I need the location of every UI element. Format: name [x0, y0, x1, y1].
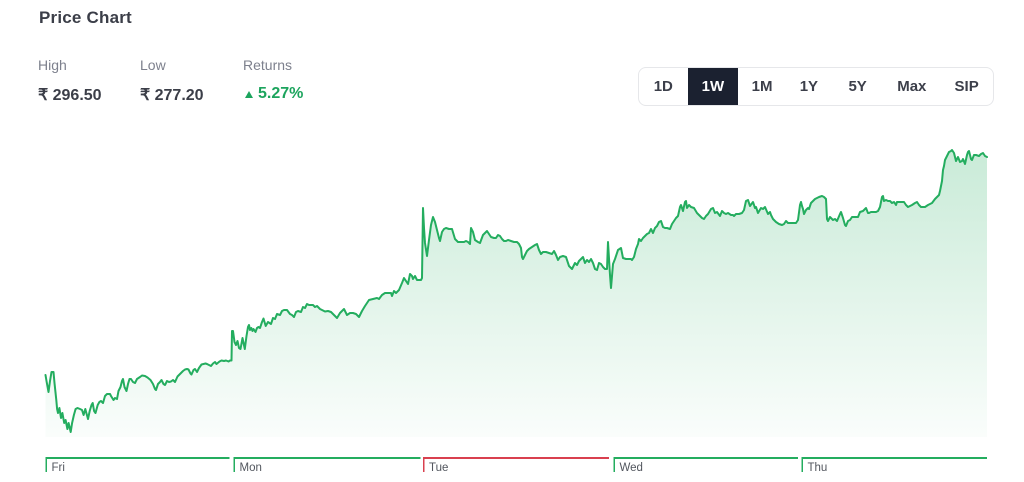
svg-text:Mon: Mon — [240, 462, 262, 474]
svg-text:Tue: Tue — [429, 462, 448, 474]
svg-text:Fri: Fri — [52, 462, 65, 474]
svg-text:Wed: Wed — [620, 462, 643, 474]
svg-text:Thu: Thu — [808, 462, 828, 474]
